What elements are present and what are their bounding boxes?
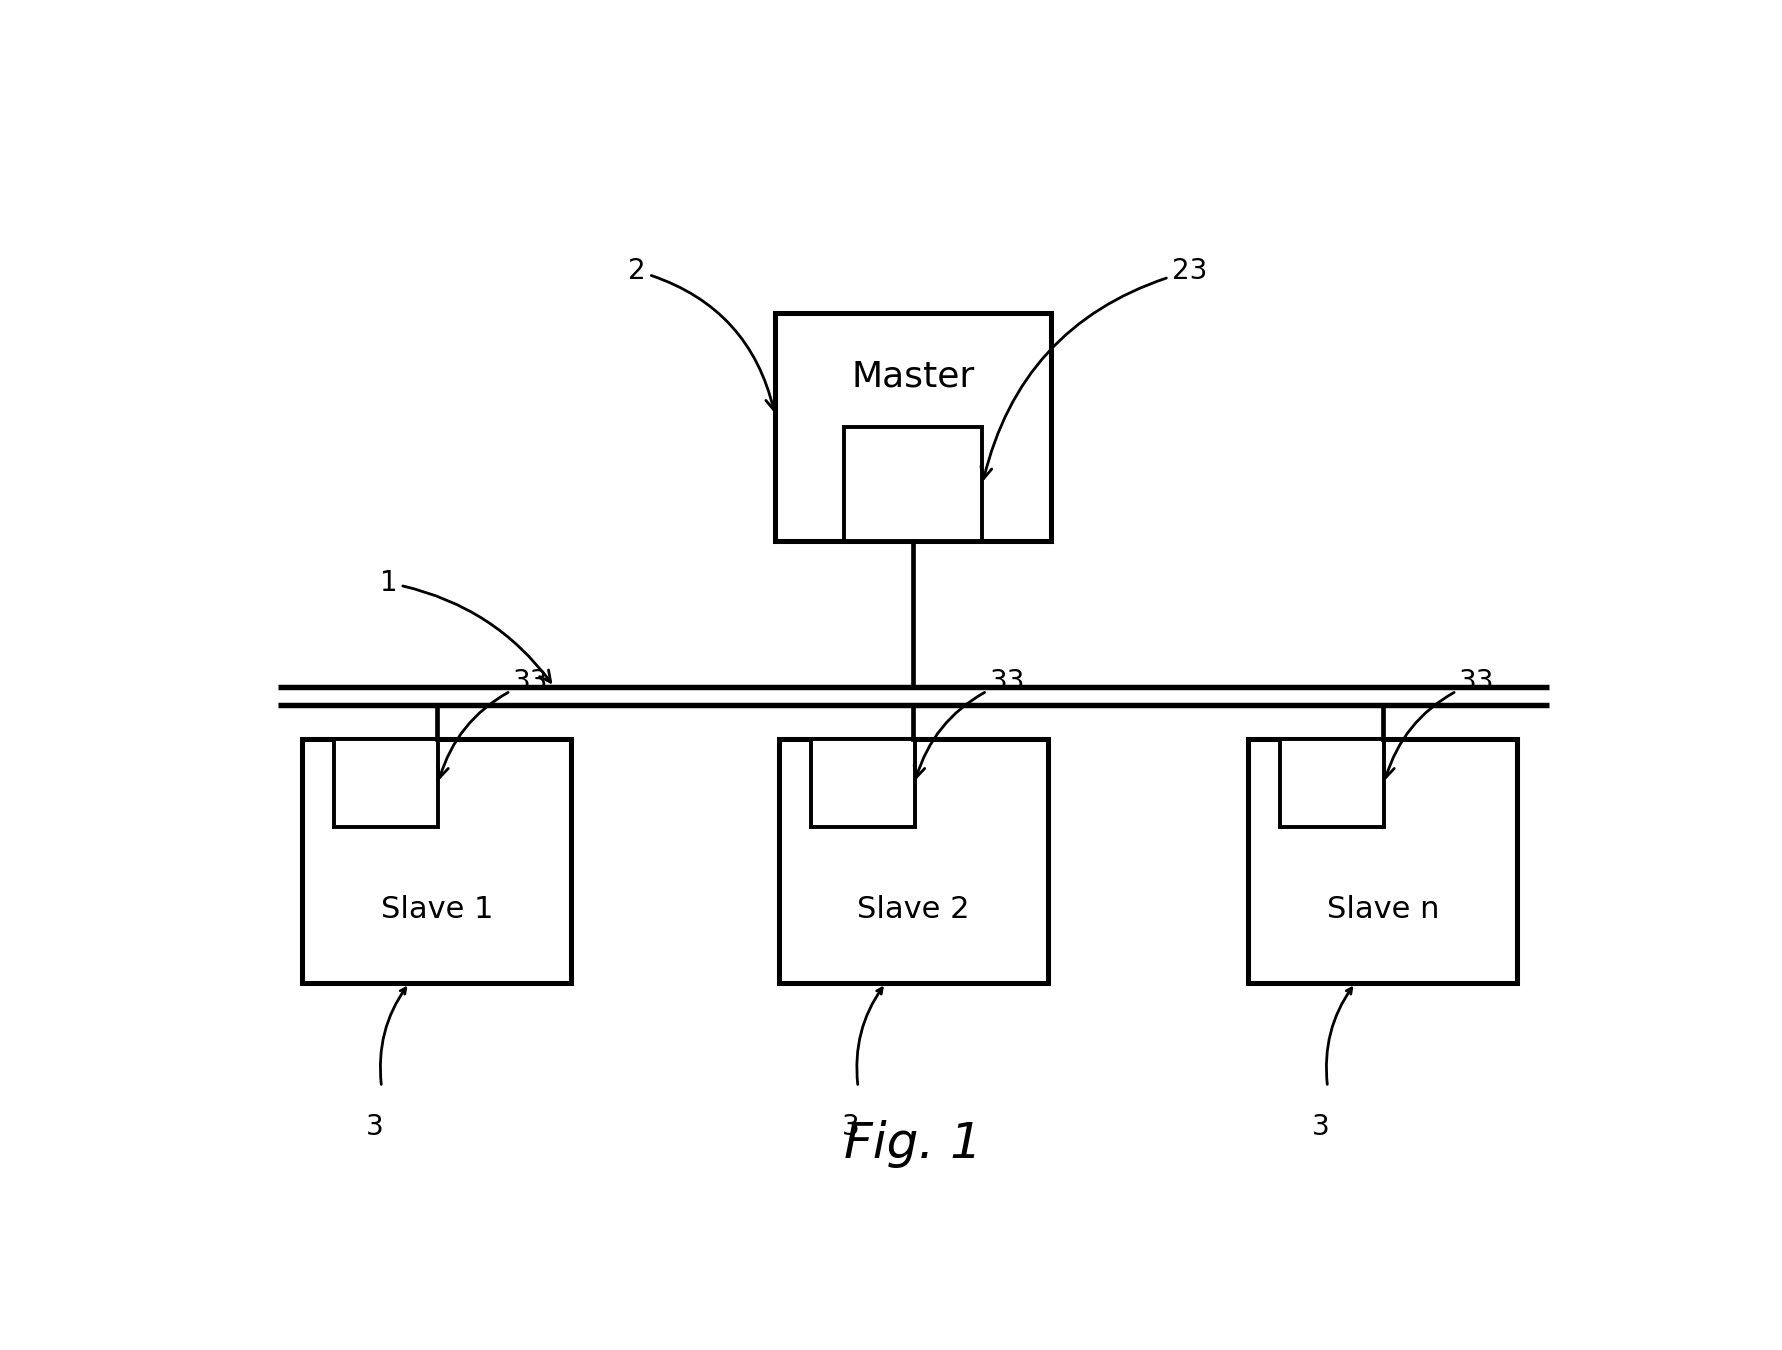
Text: 3: 3 [1312, 1114, 1329, 1141]
Text: 33: 33 [914, 668, 1025, 778]
Text: 33: 33 [1383, 668, 1495, 778]
Text: 3: 3 [365, 1114, 383, 1141]
Bar [779, 738, 1048, 983]
Bar [1281, 738, 1385, 828]
Bar [1247, 738, 1518, 983]
Text: 23: 23 [980, 256, 1206, 478]
Bar [775, 313, 1051, 541]
Text: Master: Master [852, 359, 975, 394]
Text: 3: 3 [843, 1114, 861, 1141]
Text: 1: 1 [380, 568, 551, 682]
Bar [335, 738, 438, 828]
Bar [303, 738, 572, 983]
Text: Fig. 1: Fig. 1 [845, 1120, 982, 1168]
Text: Slave n: Slave n [1326, 895, 1440, 925]
Text: Slave 2: Slave 2 [857, 895, 969, 925]
Text: 33: 33 [438, 668, 549, 778]
Text: Slave 1: Slave 1 [381, 895, 494, 925]
Text: 2: 2 [629, 256, 777, 410]
Bar [845, 427, 982, 541]
Bar [811, 738, 914, 828]
